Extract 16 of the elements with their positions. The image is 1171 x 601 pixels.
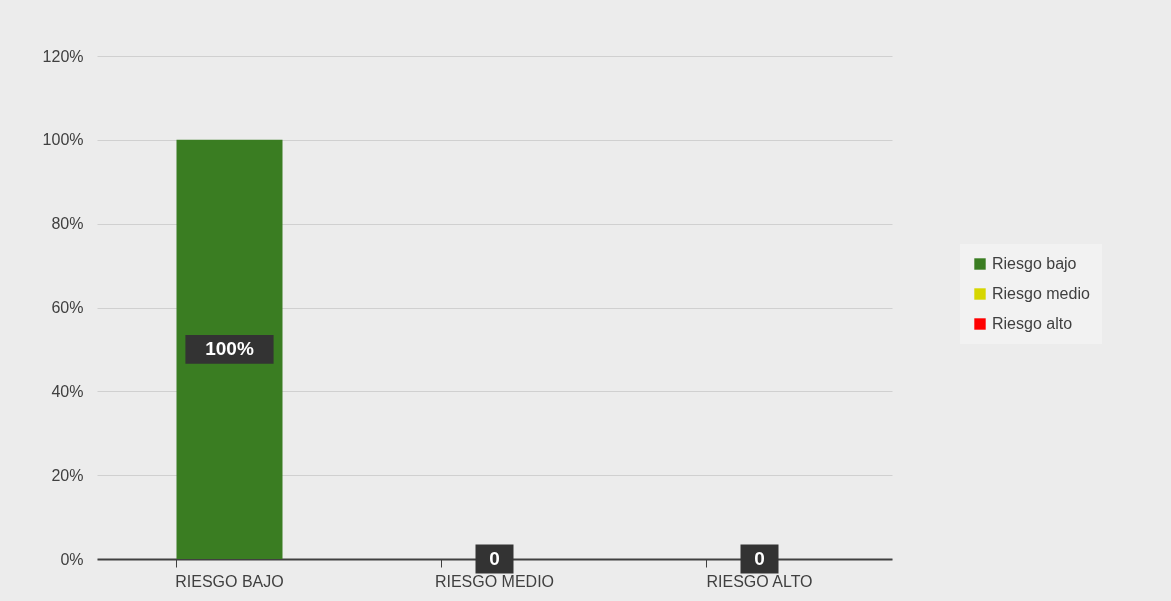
data-label: 100% [205,338,254,360]
y-tick-label: 80% [51,215,84,233]
y-tick-label: 100% [42,131,84,149]
x-tick-label: RIESGO ALTO [706,572,813,590]
legend-label: Riesgo bajo [992,255,1077,272]
x-tick-label: RIESGO MEDIO [434,572,555,590]
data-label: 0 [754,548,765,569]
y-tick-label: 0% [60,550,84,568]
x-tick-label: RIESGO BAJO [175,572,284,590]
data-label: 0 [489,548,500,569]
y-tick-label: 120% [42,47,84,65]
legend-label: Riesgo medio [992,285,1090,302]
y-tick-label: 20% [51,466,84,484]
y-tick-label: 40% [51,382,84,400]
legend-label: Riesgo alto [992,315,1073,332]
y-tick-label: 60% [51,299,84,316]
